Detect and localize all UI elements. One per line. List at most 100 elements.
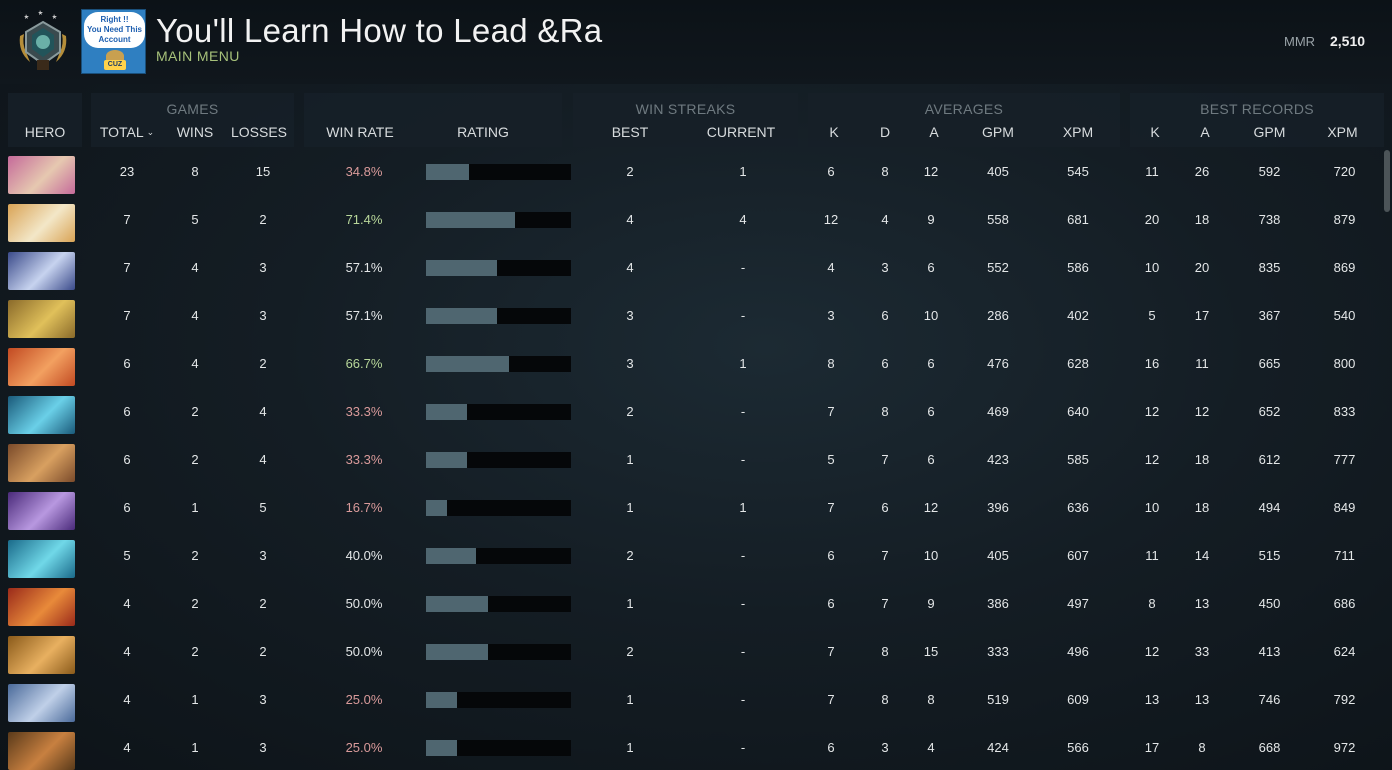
- table-row[interactable]: 4 1 3 25.0% 1-7 8 8 519 609 13 13 746 792: [0, 678, 1392, 726]
- cell-avg-deaths: 8: [881, 644, 889, 659]
- column-header-best-streak[interactable]: BEST: [611, 124, 649, 140]
- cell-best-assists: 8: [1198, 740, 1206, 755]
- table-row[interactable]: 5 2 3 40.0% 2 - 6 7 10 405 607 11 14 515 711: [0, 534, 1392, 582]
- juggernaut-portrait[interactable]: [8, 300, 75, 338]
- column-header-best-gpm[interactable]: GPM: [1253, 124, 1286, 140]
- table-scrollbar[interactable]: [1384, 150, 1390, 212]
- faceless-void-portrait[interactable]: [8, 492, 75, 530]
- lina-portrait[interactable]: [8, 348, 75, 386]
- column-header-avg-kills[interactable]: K: [829, 124, 839, 140]
- drow-ranger-portrait[interactable]: [8, 684, 75, 722]
- best-records-header-panel: [1130, 93, 1384, 147]
- cell-avg-assists: 6: [927, 356, 935, 371]
- cell-avg-gpm: 286: [987, 308, 1009, 323]
- column-header-avg-deaths[interactable]: D: [879, 124, 891, 140]
- sand-king-portrait[interactable]: [8, 636, 75, 674]
- column-header-losses[interactable]: LOSSES: [230, 124, 288, 140]
- cell-avg-kills: 6: [827, 548, 835, 563]
- cell-best-gpm: 665: [1258, 356, 1281, 371]
- main-menu-link[interactable]: MAIN MENU: [156, 48, 240, 64]
- cell-best-xpm: 711: [1334, 548, 1355, 563]
- cell-avg-assists: 6: [927, 260, 935, 275]
- cell-losses: 4: [259, 404, 267, 419]
- column-header-hero[interactable]: HERO: [24, 124, 66, 140]
- cell-best-gpm: 367: [1258, 308, 1281, 323]
- cell-losses: 4: [259, 452, 267, 467]
- cell-avg-kills: 6: [827, 740, 835, 755]
- table-row[interactable]: 4 1 3 25.0% 1 - 6 3 4 424 566 17 8 668 972: [0, 726, 1392, 770]
- cell-best-kills: 11: [1145, 548, 1159, 563]
- cell-wins: 5: [191, 212, 199, 227]
- morphling-portrait[interactable]: [8, 396, 75, 434]
- storm-spirit-portrait[interactable]: [8, 540, 75, 578]
- table-row[interactable]: 6 1 5 16.7% 1 1 7 6 12 396 636 10 18 494 849: [0, 486, 1392, 534]
- rating-bar: [426, 644, 571, 660]
- column-header-rating[interactable]: RATING: [457, 124, 509, 140]
- column-header-best-xpm[interactable]: XPM: [1327, 124, 1358, 140]
- rating-bar: [426, 740, 571, 756]
- table-row[interactable]: 4 2 2 50.0% 1 - 6 7 9 386 497 8 13 450 686: [0, 582, 1392, 630]
- cell-best-xpm: 849: [1333, 500, 1356, 515]
- profile-header: [0, 0, 1392, 84]
- column-header-win-rate[interactable]: WIN RATE: [326, 124, 394, 140]
- table-row[interactable]: 7 5 2 71.4% 4 4 12 4 9 558 681 20 18 738 879: [0, 198, 1392, 246]
- monkey-king-portrait[interactable]: [8, 444, 75, 482]
- rank-medal-icon[interactable]: [14, 8, 72, 72]
- cell-losses: 3: [259, 260, 267, 275]
- cell-wins: 1: [191, 740, 199, 755]
- cell-avg-kills: 6: [827, 596, 835, 611]
- cell-losses: 3: [259, 740, 267, 755]
- cell-losses: 2: [259, 644, 267, 659]
- invoker-portrait[interactable]: [8, 156, 75, 194]
- cell-best-gpm: 652: [1258, 404, 1281, 419]
- cell-wins: 8: [191, 164, 199, 179]
- cell-avg-deaths: 8: [881, 692, 889, 707]
- column-header-avg-xpm[interactable]: XPM: [1062, 124, 1094, 140]
- cell-best-assists: 18: [1194, 500, 1210, 515]
- rating-bar-fill: [426, 404, 467, 420]
- table-row[interactable]: 6 2 4 33.3% 1 - 5 7 6 423 585 12 18 612 777: [0, 438, 1392, 486]
- earthshaker-portrait[interactable]: [8, 204, 75, 242]
- cell-avg-kills: 5: [827, 452, 835, 467]
- cell-best-streak: 1: [626, 500, 634, 515]
- cell-avg-gpm: 405: [987, 548, 1009, 563]
- cell-win-rate: 16.7%: [345, 500, 383, 515]
- cell-best-gpm: 738: [1258, 212, 1281, 227]
- cell-best-assists: 17: [1194, 308, 1210, 323]
- table-row[interactable]: 7 4 3 57.1% 3 - 3 6 10 286 402 5 17 367 540: [0, 294, 1392, 342]
- table-row[interactable]: 23 8 15 34.8% 2 1 6 8 12 405 545 11 26 592 720: [0, 150, 1392, 198]
- cell-best-gpm: 450: [1258, 596, 1281, 611]
- avatar-text-line-3: Account: [98, 35, 131, 44]
- column-header-best-kills[interactable]: K: [1150, 124, 1160, 140]
- cell-avg-deaths: 6: [881, 356, 889, 371]
- cell-avg-xpm: 497: [1067, 596, 1089, 611]
- luna-portrait[interactable]: [8, 252, 75, 290]
- table-row[interactable]: 6 4 2 66.7% 3 1 8 6 6 476 628 16 11 665 800: [0, 342, 1392, 390]
- cell-avg-assists: 9: [927, 596, 935, 611]
- ember-spirit-portrait[interactable]: [8, 588, 75, 626]
- column-header-best-assists[interactable]: A: [1200, 124, 1210, 140]
- cell-total: 4: [123, 644, 131, 659]
- player-avatar[interactable]: Right !! You Need This Account CUZ: [81, 9, 146, 74]
- cell-best-assists: 26: [1194, 164, 1210, 179]
- cell-best-gpm: 612: [1258, 452, 1281, 467]
- cell-best-gpm: 592: [1258, 164, 1281, 179]
- cell-current-streak: -: [740, 308, 746, 323]
- avatar-text-line-1: Right !!: [100, 15, 129, 24]
- bounty-hunter-portrait[interactable]: [8, 732, 75, 770]
- cell-losses: 3: [259, 308, 267, 323]
- column-header-current-streak[interactable]: CURRENT: [706, 124, 776, 140]
- table-row[interactable]: 7 4 3 57.1% 4 - 4 3 6 552 586 10 20 835 869: [0, 246, 1392, 294]
- table-row[interactable]: 6 2 4 33.3% 2 - 7 8 6 469 640 12 12 652 833: [0, 390, 1392, 438]
- column-header-wins[interactable]: WINS: [176, 124, 214, 140]
- table-row[interactable]: 4 2 2 50.0% 2 - 7 8 15 333 496 12 33 413 624: [0, 630, 1392, 678]
- cell-avg-xpm: 566: [1067, 740, 1089, 755]
- cell-wins: 2: [191, 644, 199, 659]
- avatar-face-icon: [106, 50, 124, 62]
- cell-win-rate: 33.3%: [345, 452, 383, 467]
- column-header-avg-gpm[interactable]: GPM: [982, 124, 1014, 140]
- column-header-avg-assists[interactable]: A: [929, 124, 939, 140]
- sort-chevron-down-icon: ⌄: [146, 127, 155, 137]
- cell-total: 7: [123, 308, 131, 323]
- column-header-total[interactable]: TOTAL ⌄: [92, 124, 162, 140]
